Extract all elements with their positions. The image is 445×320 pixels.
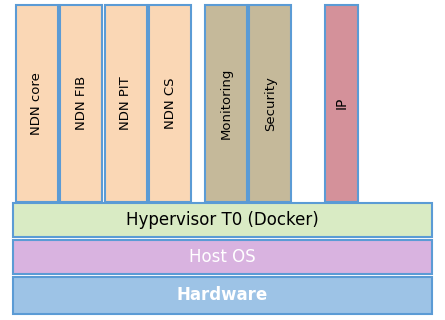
FancyBboxPatch shape [249,5,291,202]
Text: NDN core: NDN core [30,72,43,135]
FancyBboxPatch shape [13,277,432,314]
Text: Hardware: Hardware [177,286,268,304]
Text: Host OS: Host OS [189,248,256,266]
FancyBboxPatch shape [105,5,147,202]
Text: Monitoring: Monitoring [219,68,232,139]
Text: Security: Security [264,76,277,131]
FancyBboxPatch shape [149,5,191,202]
FancyBboxPatch shape [13,240,432,274]
FancyBboxPatch shape [325,5,358,202]
Text: NDN CS: NDN CS [164,77,177,129]
FancyBboxPatch shape [60,5,102,202]
Text: IP: IP [335,97,348,109]
FancyBboxPatch shape [205,5,247,202]
Text: NDN PIT: NDN PIT [119,76,132,130]
Text: Hypervisor T0 (Docker): Hypervisor T0 (Docker) [126,211,319,229]
Text: NDN FIB: NDN FIB [75,76,88,130]
FancyBboxPatch shape [13,203,432,237]
FancyBboxPatch shape [16,5,58,202]
